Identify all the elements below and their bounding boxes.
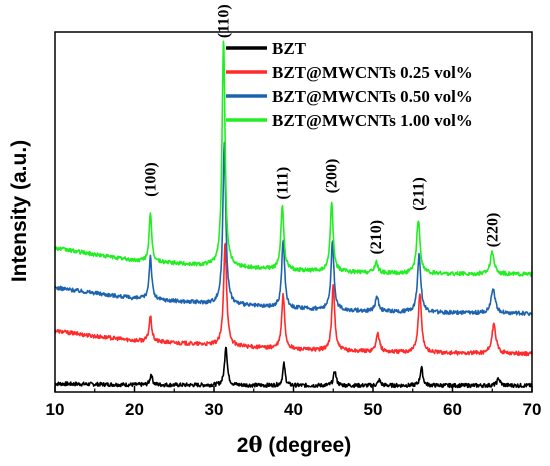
legend: BZT BZT@MWCNTs 0.25 vol% BZT@MWCNTs 0.50 v… (226, 39, 473, 130)
x-tick-label: 40 (284, 400, 303, 419)
x-tick-label: 50 (364, 400, 383, 419)
x-tick-label: 10 (46, 400, 65, 419)
peak-label: (110) (216, 4, 233, 38)
x-tick-label: 70 (523, 400, 542, 419)
peak-label: (211) (410, 177, 427, 211)
peak-label: (210) (368, 220, 385, 255)
axes-layer: 10 20 30 40 50 60 70 (46, 31, 542, 419)
legend-label: BZT@MWCNTs 1.00 vol% (272, 111, 473, 130)
legend-label: BZT@MWCNTs 0.25 vol% (272, 63, 473, 82)
x-axis-label-suffix: (degree) (263, 434, 352, 457)
y-axis-label: Intensity (a.u.) (8, 140, 31, 282)
peak-label: (111) (274, 167, 291, 200)
x-axis-label-theta: θ (248, 432, 262, 457)
x-axis-label-prefix: 2 (237, 434, 249, 457)
series-line-3 (54, 141, 533, 317)
peak-label: (220) (484, 213, 501, 248)
annotation-layer: (100) (110) (111) (200) (210) (211) (220) (142, 4, 501, 254)
legend-label: BZT (272, 39, 307, 58)
series-line-4 (54, 40, 533, 277)
x-tick-label: 20 (125, 400, 144, 419)
x-tick-label: 60 (443, 400, 462, 419)
x-axis-label: 2θ (degree) (237, 432, 351, 457)
peak-label: (200) (324, 159, 341, 194)
series-line-1 (54, 346, 533, 389)
peak-label: (100) (142, 162, 159, 197)
series-line-2 (54, 242, 533, 357)
legend-label: BZT@MWCNTs 0.50 vol% (272, 87, 473, 106)
series-layer (54, 40, 533, 389)
x-tick-label: 30 (205, 400, 224, 419)
